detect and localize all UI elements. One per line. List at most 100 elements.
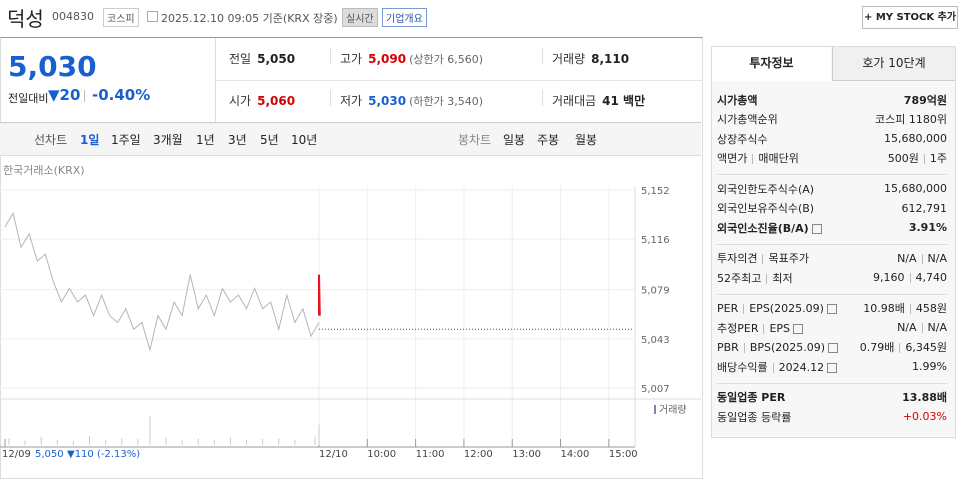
value-text: 612,791: [901, 201, 948, 215]
label-text: 동일업종 등락률: [717, 410, 792, 424]
period-tab[interactable]: 5년: [260, 133, 279, 147]
x-tick-label: 12/09: [2, 449, 31, 460]
company-dropdown[interactable]: 기업개요: [382, 8, 427, 27]
info-value: 1.99%: [912, 360, 947, 373]
summary-label: 고가: [340, 52, 363, 66]
separator: [752, 154, 754, 165]
period-tab[interactable]: 1주일: [111, 133, 141, 147]
x-tick-label: 15:00: [609, 449, 638, 460]
chart-source: 한국거래소(KRX): [3, 164, 85, 177]
candle-tab[interactable]: 월봉: [575, 133, 598, 147]
help-icon: [827, 362, 838, 373]
summary-label: 거래량: [552, 52, 586, 66]
summary-cell: 거래대금 41 백만: [552, 92, 645, 109]
summary-extra: (하한가 3,540): [409, 95, 483, 108]
value-text: 코스피 1180위: [875, 113, 947, 127]
info-row: 투자의견 목표주가 N/A N/A: [717, 249, 947, 269]
label-text: 목표주가: [768, 252, 809, 266]
separator: [921, 323, 923, 334]
value-text: N/A: [927, 321, 947, 335]
change-rate: -0.40%: [92, 86, 151, 104]
info-label: 동일업종 등락률: [717, 409, 791, 425]
period-tab[interactable]: 3개월: [153, 133, 183, 147]
prev-close: 5,050: [35, 449, 64, 460]
prev-change: ▼110 (-2.13%): [67, 449, 140, 460]
info-value: 13.88배: [902, 389, 947, 405]
legend-label: 거래량: [659, 404, 687, 416]
label-text: 투자의견: [717, 252, 758, 266]
label-text: PER: [717, 301, 739, 315]
help-icon: [811, 223, 822, 234]
summary-label: 전일: [229, 52, 252, 66]
info-label: PER EPS(2025.09): [717, 302, 837, 315]
current-price: 5,030: [8, 50, 97, 83]
info-label: 52주최고 최저: [717, 270, 793, 286]
label-text: 동일업종 PER: [717, 391, 786, 405]
info-group: 투자의견 목표주가 N/A N/A 52주최고 최저 9,160 4,740: [717, 245, 947, 295]
info-value: N/A N/A: [897, 252, 947, 265]
x-tick-label: 11:00: [416, 449, 445, 460]
separator: [923, 154, 925, 165]
invest-tab[interactable]: 투자정보: [712, 47, 831, 81]
summary-cell: 거래량 8,110: [552, 50, 629, 67]
info-label: 시가총액: [717, 92, 757, 108]
info-label: 외국인한도주식수(A): [717, 181, 814, 197]
value-text: 6,345원: [905, 341, 947, 355]
period-tab[interactable]: 1일: [80, 133, 100, 147]
label-text: 액면가: [717, 152, 748, 166]
info-label: 외국인보유주식수(B): [717, 200, 814, 216]
y-tick-label: 5,152: [641, 186, 670, 197]
period-tab[interactable]: 3년: [228, 133, 247, 147]
calendar-icon: [147, 11, 158, 22]
summary-label: 거래대금: [552, 94, 597, 108]
period-tab[interactable]: 10년: [291, 133, 318, 147]
value-text: N/A: [897, 251, 917, 265]
summary-cell: 전일 5,050: [229, 50, 295, 67]
info-row: 상장주식수 15,680,000: [717, 129, 947, 149]
divider: [216, 80, 702, 81]
value-text: 1주: [929, 152, 947, 166]
invest-tab[interactable]: 호가 10단계: [832, 47, 955, 81]
label-text: 매매단위: [758, 152, 799, 166]
info-value: 3.91%: [909, 221, 947, 234]
candle-tab[interactable]: 일봉: [503, 133, 526, 147]
info-label: 동일업종 PER: [717, 389, 785, 405]
summary-cell: 고가 5,090 (상한가 6,560): [340, 50, 483, 67]
info-value: 789억원: [904, 92, 947, 108]
price-line: [318, 274, 321, 316]
summary-value: 41 백만: [602, 94, 646, 108]
divider: [330, 90, 331, 106]
period-tab[interactable]: 1년: [196, 133, 215, 147]
label-text: 최저: [772, 271, 793, 285]
summary-extra: (상한가 6,560): [409, 53, 483, 66]
separator: [909, 273, 911, 284]
info-value: +0.03%: [903, 410, 947, 423]
info-value: 10.98배 458원: [863, 300, 947, 316]
separator: [921, 253, 923, 264]
value-text: 13.88배: [902, 391, 947, 405]
summary-cell: 저가 5,030 (하한가 3,540): [340, 92, 483, 109]
label-text: 52주최고: [717, 271, 762, 285]
summary-label: 저가: [340, 94, 363, 108]
y-tick-label: 5,007: [641, 384, 670, 395]
x-tick-label: 13:00: [512, 449, 541, 460]
info-value: 500원 1주: [888, 150, 947, 166]
label-text: 상장주식수: [717, 132, 768, 146]
info-row: 액면가 매매단위 500원 1주: [717, 149, 947, 169]
candle-tab[interactable]: 주봉: [537, 133, 560, 147]
value-text: 3.91%: [908, 221, 947, 235]
label-text: EPS(2025.09): [749, 301, 824, 315]
info-label: 액면가 매매단위: [717, 150, 799, 166]
help-icon: [793, 323, 804, 334]
my-stock-button[interactable]: + MY STOCK 추가: [862, 6, 958, 29]
info-row: 배당수익률 2024.12 1.99%: [717, 357, 947, 377]
info-row: 외국인소진율(B/A) 3.91%: [717, 218, 947, 238]
info-row: PER EPS(2025.09) 10.98배 458원: [717, 299, 947, 319]
label-text: 외국인소진율(B/A): [717, 221, 809, 235]
info-label: 투자의견 목표주가: [717, 250, 809, 266]
info-row: 시가총액 789억원: [717, 90, 947, 110]
y-tick-label: 5,116: [641, 235, 670, 246]
label-text: BPS(2025.09): [749, 340, 826, 354]
info-row: 52주최고 최저 9,160 4,740: [717, 268, 947, 288]
